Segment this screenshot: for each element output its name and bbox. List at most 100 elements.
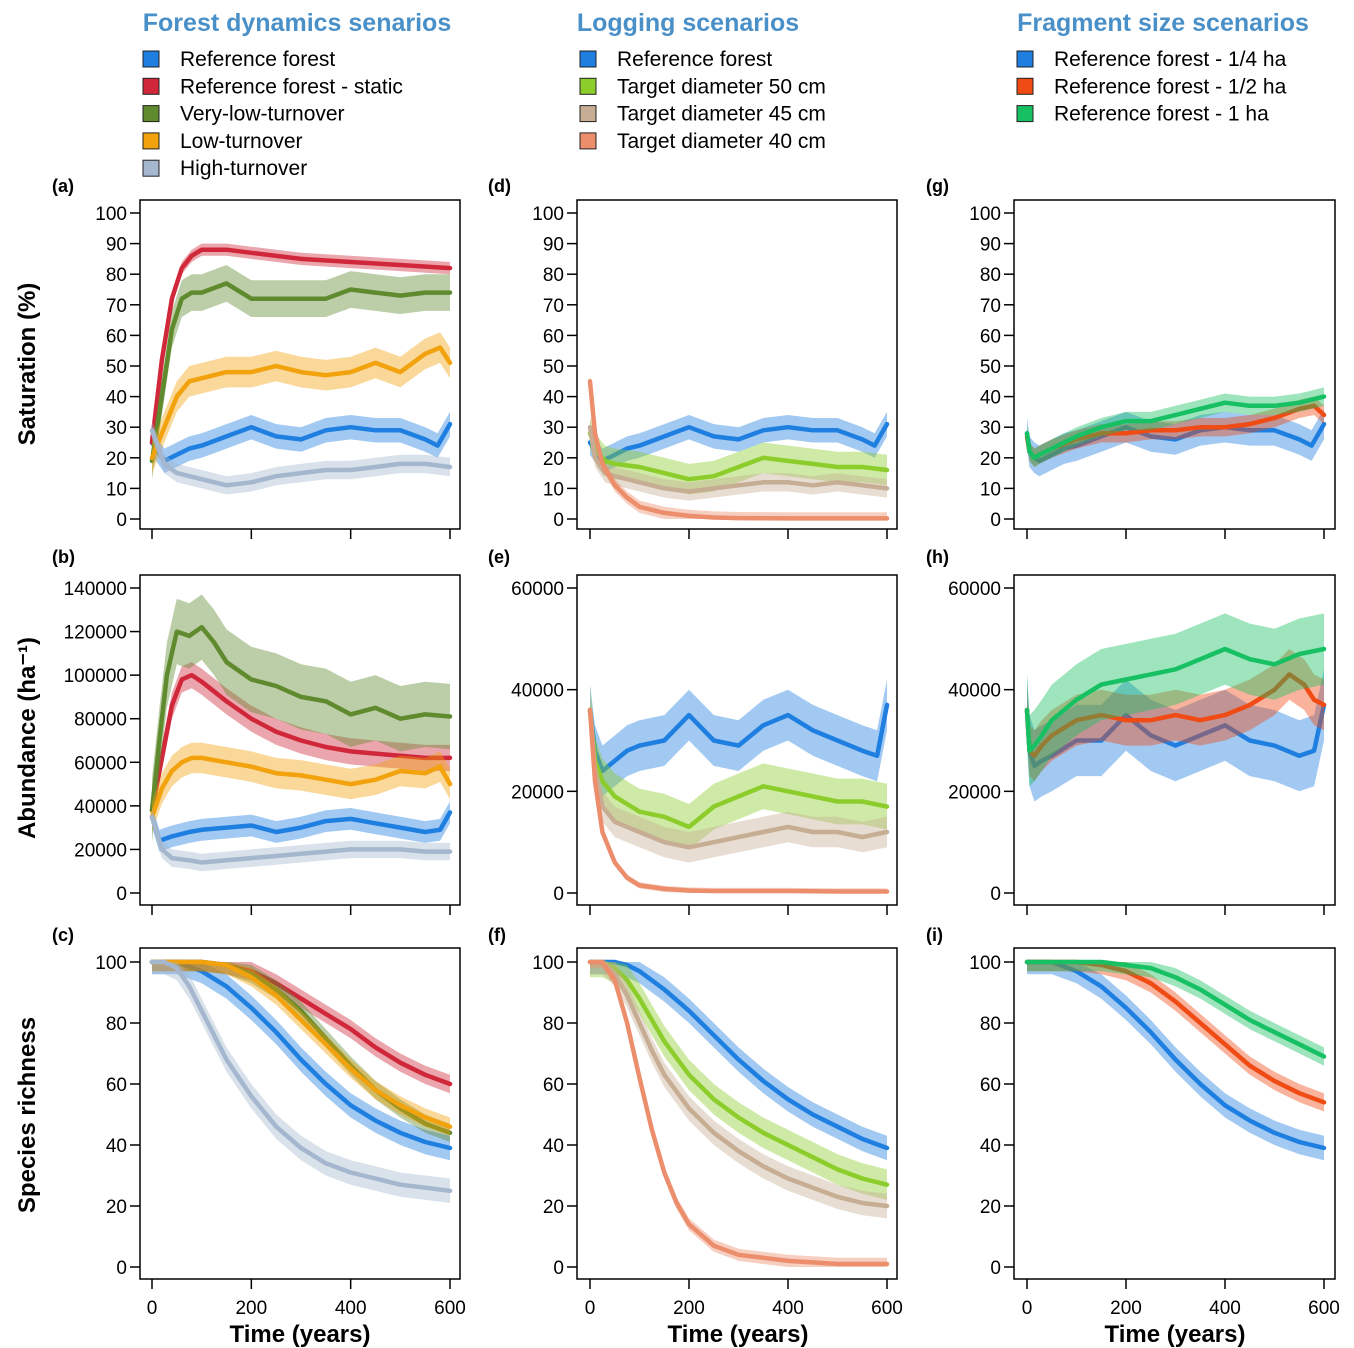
series-group — [1024, 959, 1327, 1161]
y-tick-label: 50 — [980, 357, 1001, 378]
y-tick-label: 100 — [969, 953, 1001, 974]
y-tick-label: 10 — [543, 479, 564, 500]
x-tick-label: 600 — [871, 1298, 903, 1319]
legend-label: Reference forest — [617, 48, 772, 71]
series-band — [1027, 669, 1324, 802]
y-tick-label: 90 — [543, 235, 564, 256]
legend-swatch — [1016, 50, 1034, 68]
series-line — [587, 707, 890, 830]
y-tick-label: 100 — [969, 204, 1001, 225]
series-line — [587, 379, 890, 521]
y-tick-label: 20 — [106, 1197, 127, 1218]
series-line — [1024, 959, 1327, 1151]
y-tick-label: 0 — [990, 884, 1001, 905]
legend-swatch — [142, 50, 160, 68]
series-band — [152, 962, 450, 1094]
series-group — [1024, 613, 1327, 802]
y-tick-label: 40 — [980, 388, 1001, 409]
legend-label: Low-turnover — [180, 130, 303, 153]
y-tick-label: 40 — [543, 388, 564, 409]
series-band — [152, 962, 450, 1203]
plot-frame — [139, 574, 461, 906]
legend-swatch — [579, 132, 597, 150]
series-line — [1024, 646, 1327, 753]
legend-forest-dynamics: Reference forest Reference forest - stati… — [142, 48, 403, 180]
series-band — [590, 694, 887, 863]
y-tick-label: 0 — [116, 510, 127, 531]
panel-label: (a) — [52, 176, 74, 196]
series-line — [1024, 959, 1327, 1059]
series-line — [149, 814, 453, 865]
x-tick-label: 400 — [335, 1298, 367, 1319]
series-band — [1027, 962, 1324, 1066]
y-tick-label: 0 — [990, 510, 1001, 531]
y-tick-label: 100 — [532, 204, 564, 225]
legend-label: High-turnover — [180, 157, 307, 180]
column-title-forest: Forest dynamics senarios — [143, 9, 451, 37]
y-tick-label: 120000 — [64, 623, 127, 644]
series-line — [587, 959, 890, 1267]
panel-label: (g) — [926, 176, 949, 196]
legend-label: Reference forest - 1 ha — [1054, 103, 1269, 126]
plot-frame — [139, 947, 461, 1280]
x-tick-label: 0 — [1022, 1298, 1033, 1319]
series-band — [152, 962, 450, 1142]
legend-swatch — [579, 50, 597, 68]
column-title-logging: Logging scenarios — [577, 9, 799, 37]
legend-swatch — [142, 105, 160, 123]
series-line — [587, 959, 890, 1209]
y-tick-label: 40 — [980, 1136, 1001, 1157]
panel-a: (a) 0 10 20 30 40 50 60 70 80 90 100 — [52, 176, 461, 539]
y-tick-label: 40 — [106, 1136, 127, 1157]
legend-fragment-size: Reference forest - 1/4 ha Reference fores… — [1016, 48, 1287, 126]
series-line — [149, 959, 453, 1151]
series-line — [149, 959, 453, 1129]
y-tick-label: 0 — [116, 884, 127, 905]
panel-label: (f) — [488, 925, 506, 945]
series-line — [149, 281, 453, 464]
y-tick-label: 70 — [980, 296, 1001, 317]
y-tick-label: 140000 — [64, 579, 127, 600]
y-tick-label: 20 — [543, 1197, 564, 1218]
series-line — [149, 755, 453, 820]
y-tick-label: 0 — [116, 1258, 127, 1279]
series-group — [149, 243, 453, 495]
y-tick-label: 100 — [95, 204, 127, 225]
series-band — [590, 687, 887, 850]
series-band — [1027, 962, 1324, 1112]
legend-swatch — [1016, 105, 1034, 123]
x-tick-label: 0 — [585, 1298, 596, 1319]
x-tick-label: 200 — [673, 1298, 705, 1319]
x-tick-label: 200 — [1110, 1298, 1142, 1319]
series-line — [149, 247, 453, 445]
y-tick-label: 30 — [543, 418, 564, 439]
series-group — [1024, 387, 1327, 477]
series-band — [152, 265, 450, 480]
legend-label: Reference forest — [180, 48, 335, 71]
legend-swatch — [142, 132, 160, 150]
series-line — [149, 428, 453, 488]
series-band — [590, 679, 887, 797]
series-group — [587, 959, 890, 1267]
series-group — [587, 375, 890, 521]
y-tick-label: 60 — [980, 326, 1001, 347]
series-line — [1024, 702, 1327, 769]
series-band — [590, 411, 887, 474]
series-line — [587, 707, 890, 894]
y-tick-label: 20000 — [74, 840, 127, 861]
panel-i: (i) 0 20 40 60 80 100 0 200 400 600 — [926, 925, 1340, 1319]
panel-f: (f) 0 20 40 60 80 100 0 200 400 600 — [488, 925, 903, 1319]
series-band — [590, 962, 887, 1200]
y-tick-label: 80 — [980, 265, 1001, 286]
plot-frame — [576, 199, 898, 530]
y-tick-label: 40000 — [948, 681, 1001, 702]
y-tick-label: 40 — [543, 1136, 564, 1157]
y-tick-label: 70 — [106, 296, 127, 317]
y-tick-label: 60000 — [74, 753, 127, 774]
y-tick-label: 60 — [543, 1075, 564, 1096]
x-axis-title: Time (years) — [668, 1321, 809, 1348]
legend-swatch — [142, 159, 160, 177]
y-tick-label: 60 — [106, 1075, 127, 1096]
series-group — [587, 679, 890, 894]
y-tick-label: 80000 — [74, 710, 127, 731]
